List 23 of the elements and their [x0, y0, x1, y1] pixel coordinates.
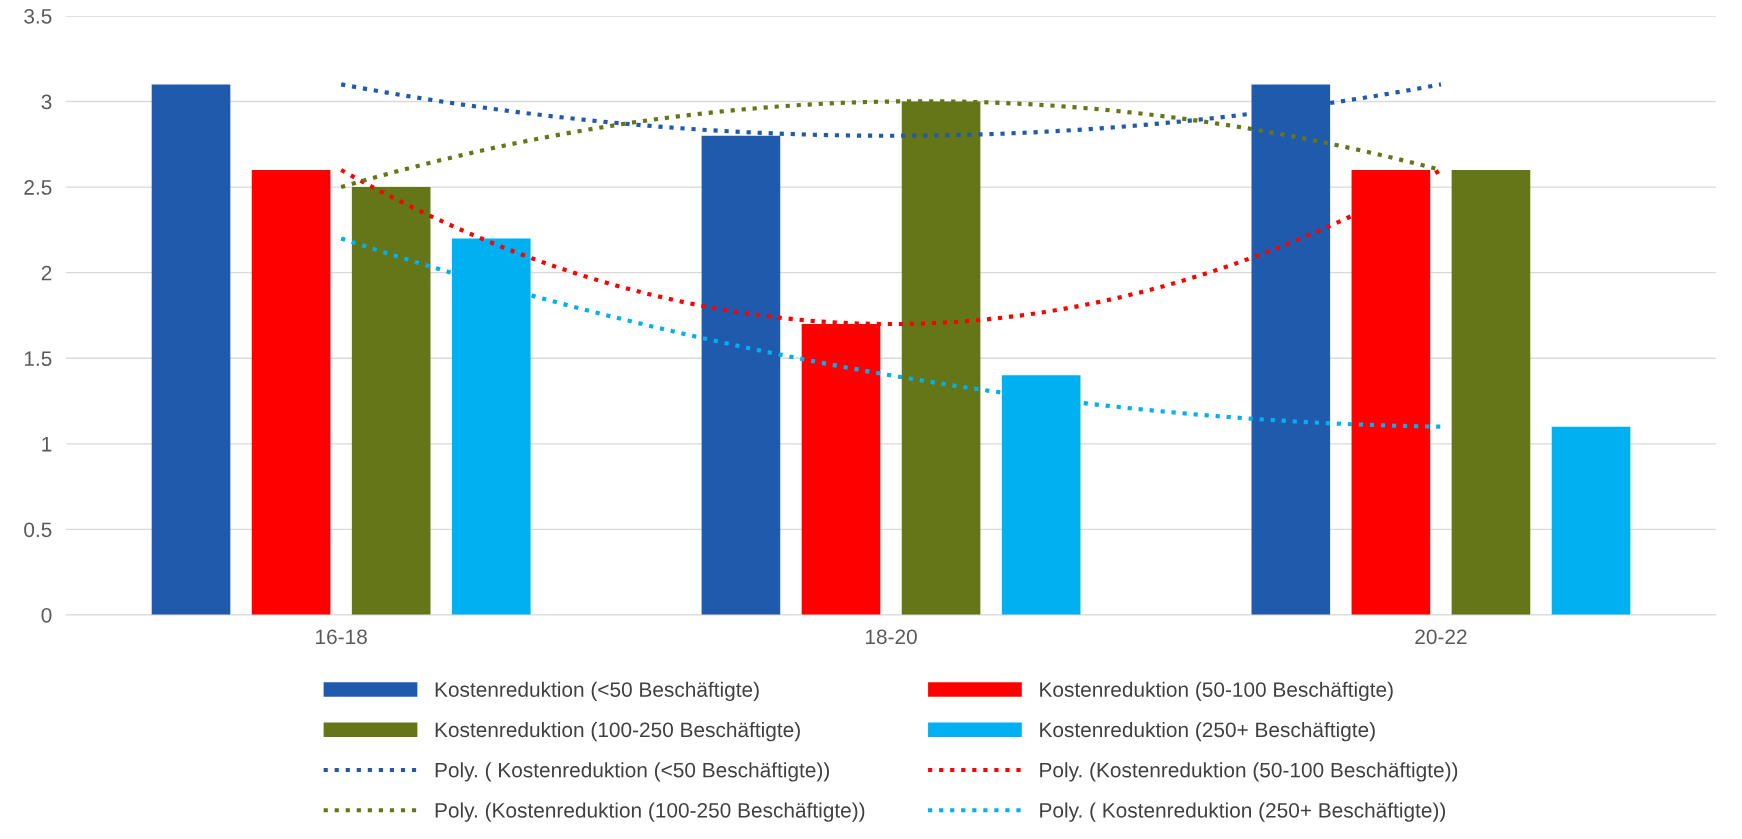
y-tick-label: 1 [42, 437, 52, 452]
y-tick-label: 2 [41, 265, 52, 281]
x-tick-label: 18-20 [865, 629, 917, 645]
legend-label: Kostenreduktion (<50 Beschäftigte) [435, 681, 759, 702]
y-tick-label: 3.5 [24, 8, 52, 24]
legend-label: Kostenreduktion (50-100 Beschäftigte) [1040, 681, 1393, 702]
bar [251, 169, 331, 615]
legend-label: Poly. (Kostenreduktion (50-100 Beschäftigte)) [1040, 762, 1458, 782]
y-tick-label: 1.5 [24, 351, 52, 367]
legend-label: Kostenreduktion (100-250 Beschäftigte) [435, 721, 800, 742]
legend-label: Poly. ( Kostenreduktion (250+ Beschäftigte)) [1040, 802, 1446, 822]
y-tick-label: 0 [41, 607, 52, 623]
bar [1451, 169, 1531, 615]
y-tick-label: 3 [41, 94, 52, 110]
legend-label: Poly. (Kostenreduktion (100-250 Beschäftigte)) [435, 802, 865, 822]
bar [1551, 426, 1631, 615]
x-tick-label: 20-22 [1415, 629, 1467, 645]
x-tick-label: 16-18 [316, 629, 367, 645]
y-tick-label: 0.5 [24, 522, 52, 538]
bar [151, 84, 231, 615]
legend-label: Kostenreduktion (250+ Beschäftigte) [1040, 721, 1375, 742]
legend-label: Poly. ( Kostenreduktion (<50 Beschäftigte)) [435, 762, 829, 782]
y-tick-label: 2.5 [24, 180, 52, 195]
